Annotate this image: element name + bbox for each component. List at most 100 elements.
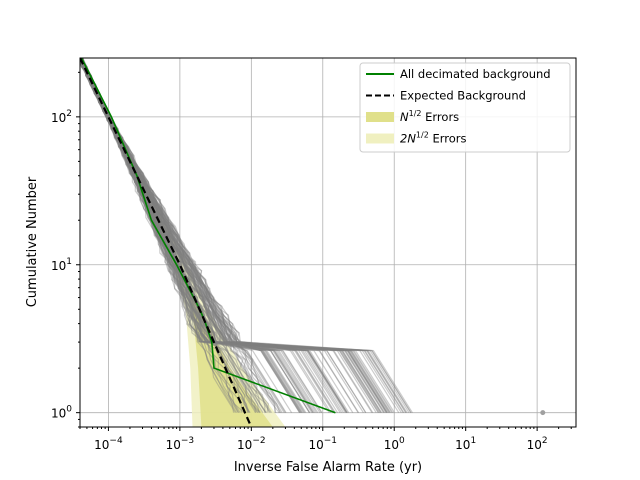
axis-ticks: 10−4 10−3 10−2 10−1 100 101 102 100 101 102 (51, 71, 572, 452)
background-realization-line (81, 58, 249, 413)
background-realization-line (80, 58, 393, 414)
background-realization-line (80, 58, 314, 414)
background-realization-line (81, 58, 343, 414)
background-realization-line (80, 58, 379, 414)
background-realization-line (80, 58, 359, 414)
background-realization-line (80, 58, 367, 414)
background-realization-line (80, 58, 410, 414)
background-realization-line (81, 58, 319, 414)
background-realization-line (80, 58, 402, 414)
background-realization-line (80, 58, 354, 414)
background-realization-line (80, 58, 322, 414)
background-realization-line (80, 58, 270, 413)
background-realization-line (82, 58, 346, 414)
background-realization-line (80, 58, 236, 414)
background-realization-line (80, 58, 391, 414)
background-realization-line (81, 58, 293, 414)
background-realization-line (80, 58, 383, 414)
background-realization-line (80, 58, 285, 414)
background-realization-line (80, 58, 387, 414)
background-realization-line (80, 58, 348, 414)
background-realization-line (80, 58, 336, 414)
background-realization-line (80, 58, 313, 414)
background-realization-line (80, 58, 271, 414)
background-realization-line (80, 58, 311, 414)
expected-background-line (80, 58, 253, 427)
background-realization-line (80, 58, 270, 413)
background-realization-line (80, 58, 283, 414)
background-realization-line (80, 58, 381, 414)
background-realization-line (80, 58, 266, 413)
background-realization-line (80, 58, 408, 414)
x-tick-label: 100 (384, 436, 405, 452)
background-realization-line (80, 58, 347, 414)
background-realization-line (80, 58, 251, 414)
background-realization-line (80, 58, 264, 414)
background-realization-line (80, 58, 287, 414)
x-tick-label: 10−2 (237, 436, 266, 452)
background-realization-line (82, 58, 301, 414)
background-realization-line (80, 58, 303, 414)
background-realization-line (80, 58, 302, 414)
x-tick-label: 102 (527, 436, 548, 452)
background-realization-line (80, 58, 390, 414)
background-realization-line (80, 58, 311, 414)
background-realization-line (80, 58, 302, 414)
all-decimated-background-line (80, 58, 336, 414)
legend-label: 2N1/2 Errors (400, 131, 466, 146)
background-realization-line (80, 58, 323, 414)
background-realization-line (80, 58, 277, 413)
background-realization-line (80, 58, 307, 414)
legend-label: All decimated background (400, 67, 551, 81)
background-realization-line (80, 58, 336, 414)
legend-label: N1/2 Errors (400, 109, 459, 124)
background-realization-line (80, 58, 241, 414)
background-realization-line (80, 58, 345, 414)
x-tick-label: 10−4 (94, 436, 123, 452)
background-realization-line (80, 58, 321, 414)
background-realization-line (80, 58, 339, 414)
background-realization-line (81, 58, 413, 414)
background-realization-line (81, 58, 301, 414)
background-realization-line (80, 58, 250, 413)
background-realization-line (80, 58, 314, 414)
background-realization-line (80, 58, 373, 414)
background-realization-line (80, 58, 267, 414)
background-realization-line (80, 58, 250, 414)
background-realization-line (81, 58, 394, 414)
background-realization-line (81, 58, 282, 414)
background-realization-line (80, 58, 315, 414)
background-realization-line (80, 58, 305, 414)
x-tick-label: 101 (455, 436, 476, 452)
background-realization-line (80, 58, 384, 414)
background-realization-line (80, 58, 304, 414)
background-realization-line (80, 58, 364, 414)
y-tick-label: 101 (51, 257, 72, 273)
legend-label: Expected Background (400, 89, 526, 103)
background-realization-line (80, 58, 349, 414)
y-tick-label: 102 (51, 109, 72, 125)
background-realization-line (82, 58, 273, 414)
background-realization-line (80, 58, 412, 414)
background-realization-line (81, 58, 330, 414)
background-realization-line (80, 58, 332, 414)
background-realization-line (80, 58, 390, 414)
background-realization-line (80, 58, 412, 414)
background-realization-line (82, 58, 239, 414)
background-realization-line (80, 58, 377, 414)
background-realization-line (81, 58, 261, 414)
background-realization-line (80, 58, 382, 414)
legend-box (359, 62, 571, 153)
background-realization-line (80, 58, 310, 414)
background-realization-line (80, 58, 382, 414)
background-realization-line (80, 58, 261, 414)
background-realization-line (80, 58, 388, 414)
background-realization-line (80, 58, 306, 414)
plot-frame (79, 57, 577, 428)
background-realization-line (80, 58, 395, 414)
outlier-point (540, 410, 546, 416)
background-realization-line (80, 58, 316, 414)
legend-swatch (366, 133, 394, 144)
background-realization-line (80, 58, 374, 414)
background-realization-line (80, 58, 360, 414)
